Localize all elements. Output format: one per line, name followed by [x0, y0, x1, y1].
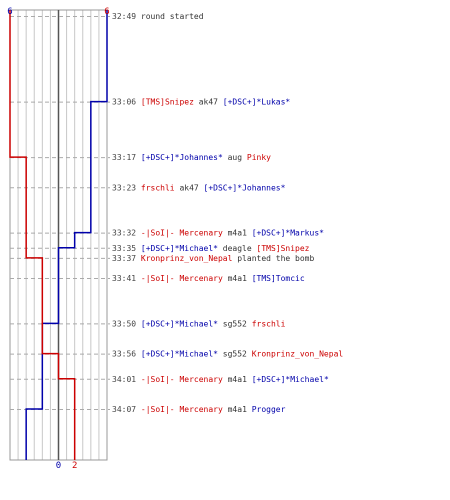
event-player: [TMS]Snipez — [141, 98, 194, 107]
event-row: 33:37 Kronprinz_von_Nepal planted the bo… — [112, 254, 314, 263]
event-player: -|SoI|- Mercenary — [141, 375, 223, 384]
event-info: round started — [141, 12, 204, 21]
x-tick-label: 0 — [56, 461, 61, 471]
event-row: 33:56 [+DSC+]*Michael* sg552 Kronprinz_v… — [112, 350, 343, 359]
ct-top-label: 6 — [7, 7, 12, 17]
event-player: [+DSC+]*Johannes* — [141, 153, 223, 162]
event-row: 33:06 [TMS]Snipez ak47 [+DSC+]*Lukas* — [112, 98, 290, 107]
event-weapon: m4a1 — [223, 229, 252, 238]
event-time: 33:37 — [112, 254, 141, 263]
event-player: -|SoI|- Mercenary — [141, 229, 223, 238]
event-row: 34:01 -|SoI|- Mercenary m4a1 [+DSC+]*Mic… — [112, 375, 329, 384]
event-player: Kronprinz_von_Nepal — [141, 254, 233, 263]
event-time: 33:41 — [112, 274, 141, 283]
event-row: 33:35 [+DSC+]*Michael* deagle [TMS]Snipe… — [112, 244, 310, 253]
event-player: Progger — [252, 405, 286, 414]
event-weapon: aug — [223, 153, 247, 162]
event-time: 33:06 — [112, 98, 141, 107]
event-player: [+DSC+]*Markus* — [252, 229, 324, 238]
event-row: 34:07 -|SoI|- Mercenary m4a1 Progger — [112, 405, 286, 414]
event-row: 33:23 frschli ak47 [+DSC+]*Johannes* — [112, 183, 286, 192]
event-weapon: ak47 — [194, 98, 223, 107]
event-player: Kronprinz_von_Nepal — [252, 350, 344, 359]
event-player: frschli — [252, 319, 286, 328]
event-player: -|SoI|- Mercenary — [141, 274, 223, 283]
event-player: [+DSC+]*Michael* — [141, 244, 218, 253]
event-time: 33:35 — [112, 244, 141, 253]
ct-alive-line — [25, 10, 108, 460]
event-time: 34:01 — [112, 375, 141, 384]
t-top-label: 6 — [104, 7, 109, 17]
t-alive-line — [9, 10, 76, 460]
event-row: 33:32 -|SoI|- Mercenary m4a1 [+DSC+]*Mar… — [112, 229, 324, 238]
event-time: 32:49 — [112, 12, 141, 21]
event-weapon: m4a1 — [223, 375, 252, 384]
event-time: 33:50 — [112, 319, 141, 328]
event-weapon: ak47 — [175, 183, 204, 192]
event-player: [TMS]Tomcic — [252, 274, 305, 283]
event-player: [+DSC+]*Michael* — [252, 375, 329, 384]
event-player: frschli — [141, 183, 175, 192]
event-time: 33:17 — [112, 153, 141, 162]
event-row: 32:49 round started — [112, 12, 204, 21]
event-row: 33:41 -|SoI|- Mercenary m4a1 [TMS]Tomcic — [112, 274, 305, 283]
event-weapon: sg552 — [218, 350, 252, 359]
event-time: 34:07 — [112, 405, 141, 414]
event-row: 33:50 [+DSC+]*Michael* sg552 frschli — [112, 319, 286, 328]
event-player: [+DSC+]*Michael* — [141, 319, 218, 328]
event-player: Pinky — [247, 153, 271, 162]
event-weapon: sg552 — [218, 319, 252, 328]
x-tick-label: 2 — [72, 461, 77, 471]
event-time: 33:32 — [112, 229, 141, 238]
event-player: [TMS]Snipez — [257, 244, 310, 253]
event-weapon: m4a1 — [223, 405, 252, 414]
event-player: [+DSC+]*Lukas* — [223, 98, 291, 107]
event-player: [+DSC+]*Johannes* — [204, 183, 286, 192]
event-row: 33:17 [+DSC+]*Johannes* aug Pinky — [112, 153, 271, 162]
event-time: 33:56 — [112, 350, 141, 359]
event-time: 33:23 — [112, 183, 141, 192]
event-weapon: deagle — [218, 244, 257, 253]
event-player: -|SoI|- Mercenary — [141, 405, 223, 414]
event-weapon: m4a1 — [223, 274, 252, 283]
event-player: [+DSC+]*Michael* — [141, 350, 218, 359]
event-info: planted the bomb — [232, 254, 314, 263]
